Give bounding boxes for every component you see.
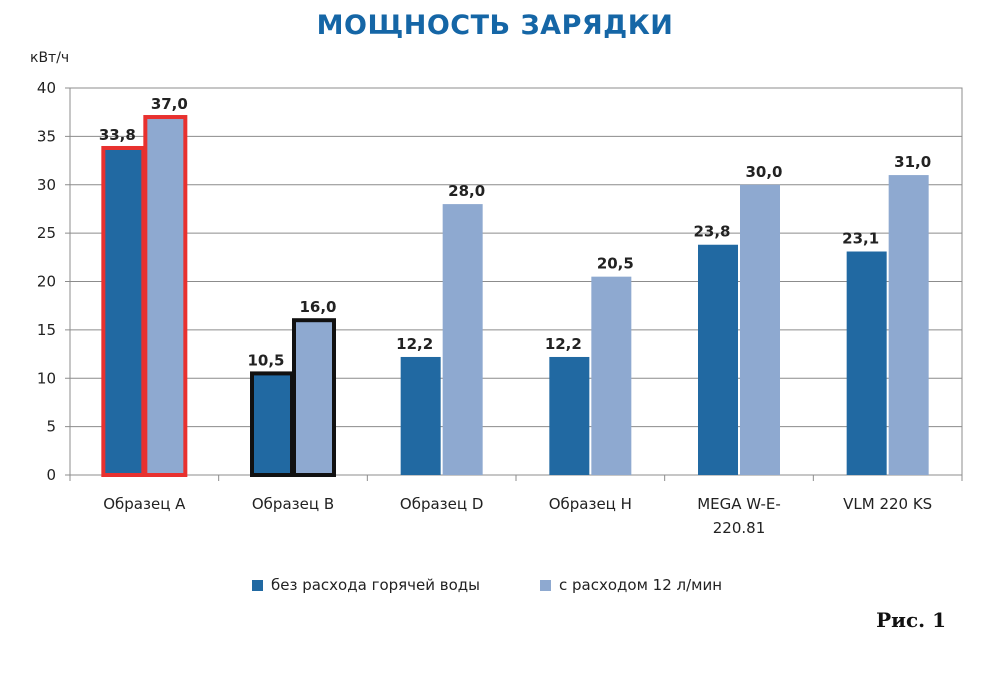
bar-series-2 — [888, 175, 929, 475]
figure-label: Рис. 1 — [876, 608, 946, 632]
x-category-label: 220.81 — [713, 519, 766, 537]
x-category-label: Образец H — [549, 495, 632, 513]
y-tick-label: 5 — [46, 418, 56, 436]
y-tick-label: 15 — [37, 321, 56, 339]
bar-series-1 — [549, 356, 590, 475]
x-category-label: Образец D — [400, 495, 484, 513]
y-tick-label: 35 — [37, 127, 56, 145]
bar-series-1 — [101, 145, 146, 478]
legend-swatch-series-1 — [252, 579, 263, 591]
data-label-series-2: 31,0 — [894, 153, 931, 171]
data-label-series-1: 33,8 — [99, 126, 136, 144]
y-tick-label: 0 — [46, 466, 56, 484]
legend: без расхода горячей воды с расходом 12 л… — [252, 576, 722, 594]
bar-series-1 — [846, 251, 887, 475]
bar-series-1 — [250, 371, 294, 478]
y-tick-label: 25 — [37, 224, 56, 242]
bar-series-2 — [442, 204, 483, 475]
data-label-series-1: 12,2 — [545, 335, 582, 353]
x-category-label: Образец A — [103, 495, 186, 513]
y-tick-label: 20 — [37, 273, 56, 291]
data-label-series-2: 28,0 — [448, 182, 485, 200]
x-category-label: Образец B — [252, 495, 334, 513]
legend-label-series-2: с расходом 12 л/мин — [559, 576, 723, 594]
bar-series-1 — [698, 244, 738, 475]
bar-series-2 — [292, 318, 336, 478]
x-category-label: MEGA W-E- — [697, 495, 781, 513]
data-label-series-1: 23,8 — [693, 223, 730, 241]
data-label-series-1: 12,2 — [396, 335, 433, 353]
bar-series-1 — [400, 356, 441, 475]
data-label-series-2: 16,0 — [299, 298, 336, 316]
legend-swatch-series-2 — [540, 579, 552, 591]
legend-label-series-1: без расхода горячей воды — [271, 576, 481, 594]
legend-item-series-2: с расходом 12 л/мин — [540, 576, 722, 594]
data-label-series-2: 30,0 — [745, 163, 782, 181]
data-label-series-1: 23,1 — [842, 230, 879, 248]
y-axis-unit-label: кВт/ч — [30, 50, 70, 66]
data-label-series-2: 37,0 — [151, 95, 188, 113]
bar-series-2 — [740, 184, 780, 475]
bar-series-2 — [591, 276, 632, 475]
y-tick-label: 30 — [37, 176, 56, 194]
x-category-label: VLM 220 KS — [843, 495, 932, 513]
bar-series-2 — [143, 115, 188, 478]
y-tick-label: 10 — [37, 369, 56, 387]
data-label-series-2: 20,5 — [597, 255, 634, 273]
legend-item-series-1: без расхода горячей воды — [252, 576, 480, 594]
data-label-series-1: 10,5 — [247, 351, 284, 369]
chart-title: МОЩНОСТЬ ЗАРЯДКИ — [316, 10, 674, 41]
y-tick-label: 40 — [37, 79, 56, 97]
